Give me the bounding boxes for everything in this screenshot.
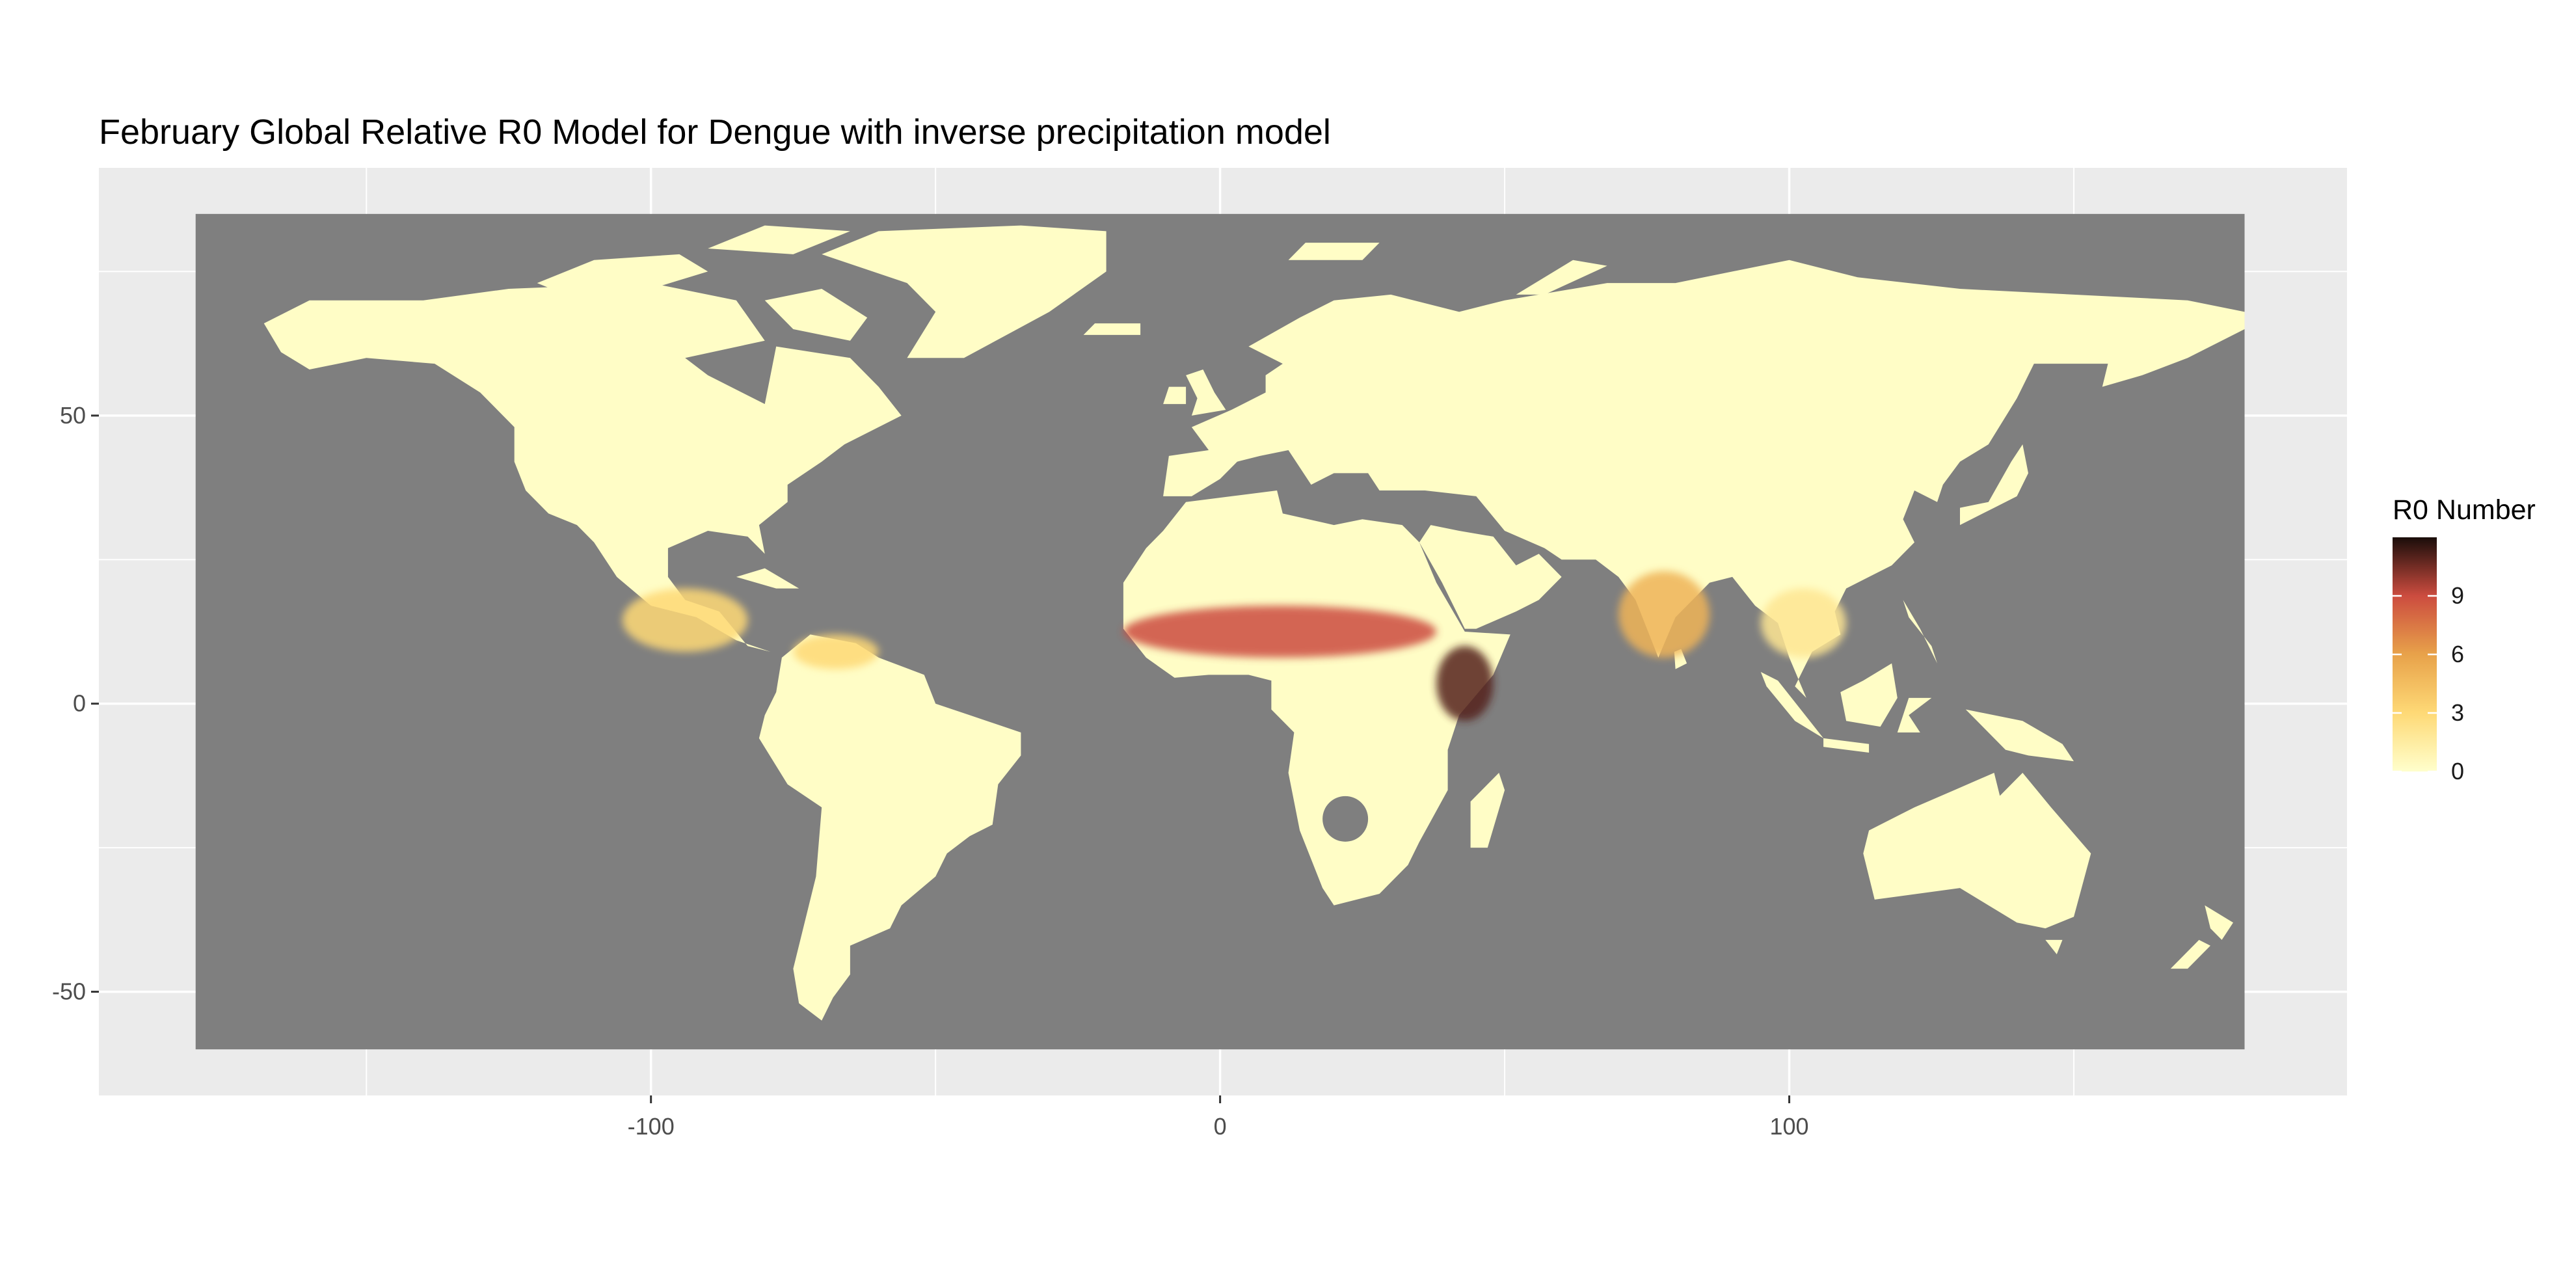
sulawesi-land	[1897, 697, 1932, 732]
arabia-land	[1419, 525, 1562, 629]
hotspot	[1436, 646, 1494, 721]
plot-title: February Global Relative R0 Model for De…	[99, 113, 1331, 152]
cuba-land	[736, 568, 799, 589]
africa-land	[1123, 490, 1510, 906]
ireland-land	[1163, 386, 1187, 405]
new-zealand-south-land	[2170, 939, 2210, 969]
hotspot	[1618, 571, 1710, 658]
legend-tick-label: 6	[2451, 641, 2464, 667]
madagascar-land	[1470, 773, 1505, 848]
legend-tick-label: 0	[2451, 758, 2464, 785]
greenland-land	[822, 225, 1107, 358]
britain-land	[1186, 369, 1226, 416]
y-tick-label: 0	[73, 690, 86, 717]
legend: 0 3 6 9	[2393, 537, 2464, 785]
x-tick-label: 0	[1214, 1113, 1227, 1140]
eurasia-land	[1163, 260, 2245, 698]
x-axis: -100 0 100	[628, 1095, 1809, 1140]
australia-land	[1863, 773, 2091, 929]
hotspot	[1123, 606, 1437, 658]
hotspot	[1760, 588, 1847, 658]
x-tick-label: 100	[1770, 1113, 1809, 1140]
legend-tick-label: 3	[2451, 699, 2464, 726]
java-land	[1823, 738, 1870, 753]
legend-tick-label: 9	[2451, 582, 2464, 609]
r0-hotspots	[622, 571, 1847, 721]
novaya-zemlya-land	[1516, 260, 1607, 295]
tasmania-land	[2045, 939, 2063, 954]
hotspot	[793, 634, 879, 669]
ellesmere-land	[708, 225, 850, 254]
new-zealand-north-land	[2205, 905, 2233, 940]
x-tick-label: -100	[628, 1113, 675, 1140]
hotspot	[622, 588, 748, 652]
new-guinea-land	[1965, 709, 2074, 762]
y-tick-label: -50	[52, 978, 86, 1005]
baffin-island-land	[764, 289, 868, 341]
sumatra-land	[1760, 672, 1824, 738]
borneo-land	[1840, 663, 1898, 727]
north-america-land	[263, 283, 902, 652]
iceland-land	[1083, 323, 1141, 335]
no-data-patch	[1322, 796, 1369, 842]
philippines-land	[1903, 600, 1937, 664]
y-tick-label: 50	[60, 402, 86, 429]
svalbard-land	[1288, 243, 1380, 260]
land-masses	[263, 225, 2245, 1021]
japan-land	[1960, 444, 2028, 526]
legend-title: R0 Number	[2393, 494, 2536, 526]
y-axis: -50 0 50	[52, 402, 99, 1005]
south-america-land	[758, 634, 1021, 1021]
canadian-arctic-land	[537, 254, 708, 295]
